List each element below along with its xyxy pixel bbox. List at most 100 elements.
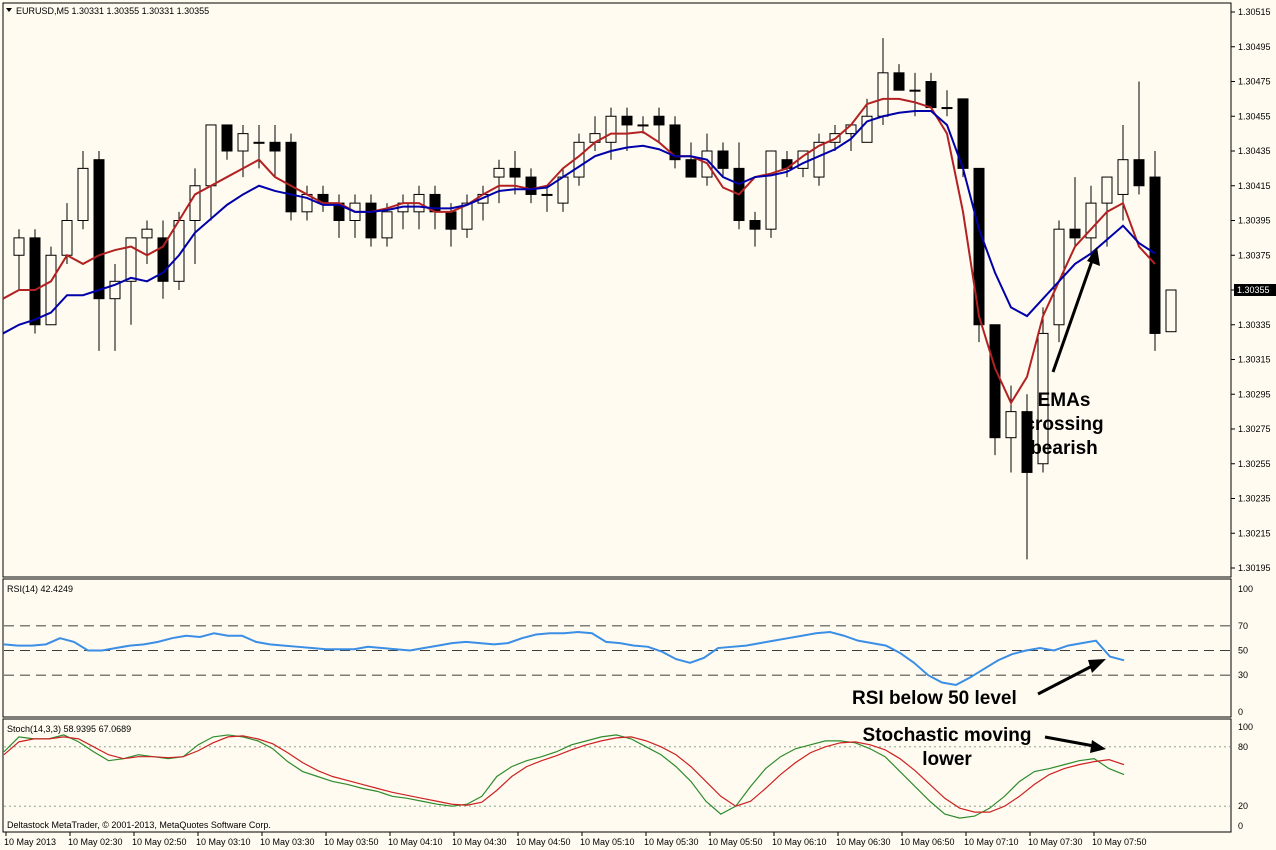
price-tick-label: 1.30255 <box>1238 459 1271 469</box>
price-tick-label: 1.30195 <box>1238 563 1271 573</box>
candle-bull <box>1005 411 1017 439</box>
candle-bear <box>1021 411 1033 473</box>
candle-bull <box>493 167 505 178</box>
candle-bear <box>269 141 281 152</box>
candle-bear <box>973 167 985 326</box>
stoch-signal-line <box>3 735 1125 813</box>
candle-bull <box>637 124 649 127</box>
price-tick-label: 1.30315 <box>1238 355 1271 365</box>
stoch-tick-label: 100 <box>1238 722 1253 732</box>
candle-bear <box>685 159 697 178</box>
candle-bear <box>989 324 1001 439</box>
copyright: Deltastock MetaTrader, © 2001-2013, Meta… <box>7 820 271 830</box>
main-panel[interactable] <box>2 2 1232 578</box>
candle-bear <box>445 211 457 230</box>
candle-bull <box>253 141 265 144</box>
candle-bull <box>909 89 921 92</box>
ema-annotation-line-1: EMAs <box>1038 390 1091 411</box>
rsi-tick-label: 50 <box>1238 646 1248 656</box>
candle-bull <box>237 133 249 152</box>
stoch-annotation-line-1: Stochastic moving <box>863 725 1032 746</box>
rsi-arrowhead <box>1088 659 1106 673</box>
rsi-annotation: RSI below 50 level <box>852 688 1017 709</box>
candle-bull <box>141 228 153 239</box>
rsi-header: RSI(14) 42.4249 <box>7 584 73 594</box>
time-tick-label: 10 May 07:10 <box>964 837 1019 847</box>
time-tick-label: 10 May 05:50 <box>708 837 763 847</box>
time-tick-label: 10 May 03:30 <box>260 837 315 847</box>
rsi-tick-label: 0 <box>1238 707 1243 717</box>
current-price-tag <box>1234 284 1276 296</box>
candle-bull <box>109 280 121 300</box>
candle-bull <box>1165 289 1177 333</box>
stoch-tick-label: 80 <box>1238 742 1248 752</box>
stoch-arrow <box>1044 735 1095 748</box>
price-tick-label: 1.30455 <box>1238 111 1271 121</box>
price-tick-label: 1.30515 <box>1238 7 1271 17</box>
price-tick-label: 1.30495 <box>1238 42 1271 52</box>
time-tick-label: 10 May 02:50 <box>132 837 187 847</box>
ema-slow-line <box>2 110 1156 335</box>
time-tick-label: 10 May 05:30 <box>644 837 699 847</box>
price-tick-label: 1.30395 <box>1238 216 1271 226</box>
rsi-tick-label: 70 <box>1238 621 1248 631</box>
price-tick-label: 1.30415 <box>1238 181 1271 191</box>
rsi-tick-label: 100 <box>1238 584 1253 594</box>
candle-bear <box>1133 159 1145 187</box>
candle-bear <box>93 159 105 300</box>
candle-bull <box>1037 332 1049 465</box>
candle-bull <box>541 193 553 196</box>
candle-bear <box>1149 176 1161 334</box>
candle-bull <box>605 115 617 143</box>
rsi-arrow <box>1037 662 1097 696</box>
candle-bull <box>1085 202 1097 239</box>
price-tick-label: 1.30335 <box>1238 320 1271 330</box>
candle-bull <box>813 141 825 178</box>
main-header: EURUSD,M5 1.30331 1.30355 1.30331 1.3035… <box>16 6 209 16</box>
stoch-annotation-line-2: lower <box>922 749 972 770</box>
candle-bear <box>525 176 537 195</box>
dropdown-arrow-icon[interactable] <box>6 8 12 12</box>
time-tick-label: 10 May 03:10 <box>196 837 251 847</box>
price-tick-label: 1.30295 <box>1238 389 1271 399</box>
candle-bull <box>461 202 473 230</box>
candle-bear <box>157 237 169 282</box>
time-tick-label: 10 May 02:30 <box>68 837 123 847</box>
time-tick-label: 10 May 07:30 <box>1028 837 1083 847</box>
candle-bull <box>1101 176 1113 204</box>
ema-annotation-line-2: crossing <box>1024 414 1103 435</box>
candle-bear <box>653 115 665 126</box>
time-tick-label: 10 May 04:30 <box>452 837 507 847</box>
rsi-panel[interactable] <box>2 578 1232 718</box>
rsi-tick-label: 30 <box>1238 670 1248 680</box>
candle-bull <box>1117 159 1129 195</box>
price-tick-label: 1.30215 <box>1238 528 1271 538</box>
price-tick-label: 1.30275 <box>1238 424 1271 434</box>
stoch-main-line <box>3 734 1125 819</box>
candle-bull <box>765 150 777 230</box>
time-tick-label: 10 May 05:10 <box>580 837 635 847</box>
candle-bull <box>77 167 89 221</box>
stoch-header: Stoch(14,3,3) 58.9395 67.0689 <box>7 724 131 734</box>
price-tick-label: 1.30475 <box>1238 77 1271 87</box>
candle-bear <box>925 81 937 109</box>
price-tick-label: 1.30235 <box>1238 494 1271 504</box>
candle-bear <box>717 150 729 169</box>
ema-fast-line <box>2 97 1156 406</box>
time-tick-label: 10 May 04:50 <box>516 837 571 847</box>
price-tick-label: 1.30435 <box>1238 146 1271 156</box>
time-tick-label: 10 May 04:10 <box>388 837 443 847</box>
price-tick-label: 1.30375 <box>1238 250 1271 260</box>
candle-bull <box>861 115 873 143</box>
current-price-label: 1.30355 <box>1237 285 1270 295</box>
candle-bear <box>221 124 233 152</box>
candle-bear <box>365 202 377 239</box>
time-tick-label: 10 May 03:50 <box>324 837 379 847</box>
candle-bull <box>125 237 137 282</box>
time-tick-label: 10 May 06:10 <box>772 837 827 847</box>
candle-bull <box>13 237 25 256</box>
time-tick-label: 10 May 06:30 <box>836 837 891 847</box>
candle-bear <box>285 141 297 213</box>
candle-bear <box>669 124 681 161</box>
